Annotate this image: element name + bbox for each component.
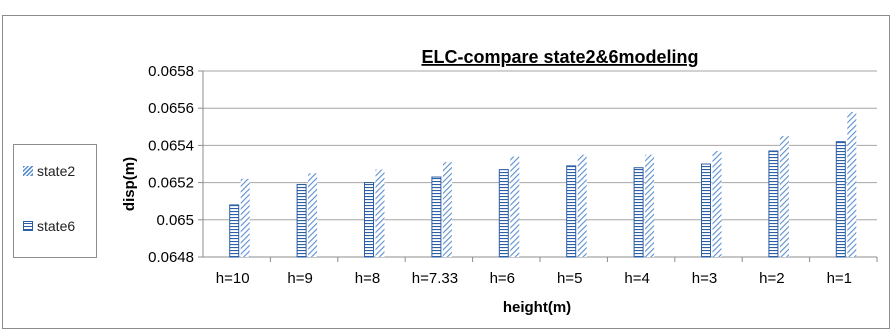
x-tick-label: h=3 bbox=[692, 270, 717, 287]
bar-state6 bbox=[633, 167, 644, 258]
y-tick-label: 0.065 bbox=[156, 212, 194, 229]
x-tick-label: h=8 bbox=[355, 270, 380, 287]
y-tick-label: 0.0658 bbox=[148, 63, 194, 80]
bar-state2 bbox=[779, 136, 789, 257]
bar-state6 bbox=[296, 183, 307, 258]
bar-state6 bbox=[701, 163, 711, 258]
bar-state6 bbox=[364, 182, 374, 258]
bar-state2 bbox=[847, 111, 857, 257]
bar-state6 bbox=[229, 204, 240, 258]
legend: state2 state6 bbox=[13, 144, 97, 258]
bar-state2 bbox=[712, 150, 722, 257]
y-tick-label: 0.0652 bbox=[148, 175, 194, 192]
x-tick-label: h=10 bbox=[216, 270, 250, 287]
tick-labels: 0.0648 0.065 0.0652 0.0654 0.0656 0.0658 h=10 h… bbox=[148, 63, 852, 287]
x-tick-label: h=5 bbox=[557, 270, 582, 287]
x-tick-label: h=1 bbox=[827, 270, 852, 287]
x-tick-label: h=9 bbox=[287, 270, 312, 287]
x-tick-label: h=4 bbox=[624, 270, 649, 287]
bar-state2 bbox=[308, 173, 318, 257]
bar-state2 bbox=[442, 162, 452, 257]
bar-state2 bbox=[240, 178, 250, 257]
legend-label-state6: state6 bbox=[37, 218, 76, 234]
bars bbox=[229, 111, 857, 258]
bar-state2 bbox=[375, 169, 385, 257]
y-axis-label: disp(m) bbox=[121, 157, 138, 211]
bar-state2 bbox=[645, 154, 655, 257]
x-axis-label: height(m) bbox=[503, 299, 571, 316]
legend-label-state2: state2 bbox=[37, 163, 76, 179]
bar-chart: 0.0648 0.065 0.0652 0.0654 0.0656 0.0658 h=10 h… bbox=[121, 47, 878, 316]
x-tick-label: h=7.33 bbox=[412, 270, 458, 287]
y-tick-label: 0.0648 bbox=[148, 249, 194, 266]
legend-swatch-state2 bbox=[23, 166, 33, 176]
bar-state2 bbox=[510, 156, 520, 257]
legend-item-state2: state2 bbox=[23, 163, 75, 179]
bar-state6 bbox=[431, 176, 442, 258]
legend-item-state6: state6 bbox=[23, 218, 75, 234]
x-tick-label: h=6 bbox=[490, 270, 515, 287]
chart-area: 0.0648 0.065 0.0652 0.0654 0.0656 0.0658 h=10 h… bbox=[2, 15, 890, 329]
x-tick-label: h=2 bbox=[759, 270, 784, 287]
y-tick-label: 0.0656 bbox=[148, 100, 194, 117]
legend-swatch-state6 bbox=[23, 221, 33, 231]
bar-state6 bbox=[566, 165, 577, 258]
bar-state6 bbox=[835, 141, 846, 258]
bar-state6 bbox=[768, 150, 779, 258]
bar-state2 bbox=[577, 154, 587, 257]
y-tick-label: 0.0654 bbox=[148, 137, 194, 154]
bar-state6 bbox=[498, 169, 509, 258]
chart-title: ELC-compare state2&6modeling bbox=[421, 47, 698, 67]
